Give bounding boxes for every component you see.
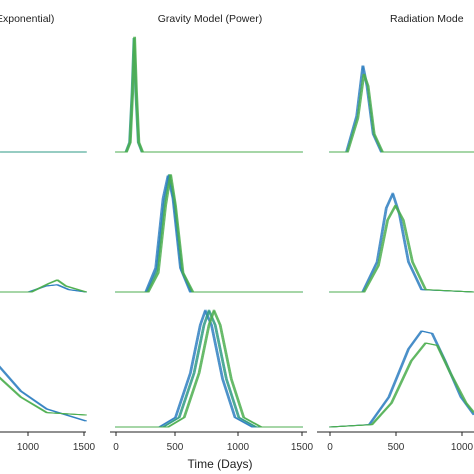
series-line-panel-5-0-2: [330, 192, 474, 293]
series-line-panel-6-1-0: [0, 378, 86, 416]
series-line-panel-5-0-1: [330, 192, 474, 293]
x-axis-title: Time (Days): [188, 457, 253, 471]
panel-row2-col2: [115, 174, 303, 293]
series-line-panel-6-0-0: [0, 367, 86, 422]
series-line-panel-4-0-1: [116, 174, 302, 293]
series-line-panel-6-1-1: [0, 377, 87, 416]
series-line-panel-8-1-0: [329, 342, 474, 428]
series-line-panel-1-0-1: [116, 37, 302, 153]
panel-row3-col1: [0, 365, 88, 422]
series-line-panel-3-1-2: [0, 279, 88, 293]
series-line-panel-4-2-0: [115, 174, 302, 293]
series-line-panel-7-2-2: [116, 309, 303, 428]
x-tick-label-right-500: 500: [388, 442, 405, 453]
series-line-panel-4-1-2: [116, 175, 303, 293]
x-tick-label-right-0: 0: [327, 442, 333, 453]
panel-row1-col2: [115, 36, 303, 153]
series-line-panel-5-1-0: [329, 204, 474, 293]
series-line-panel-5-1-1: [330, 204, 474, 293]
x-tick-label-right-1000: 1000: [451, 442, 474, 453]
series-line-panel-1-1-2: [116, 36, 303, 153]
panel-row2-col3: [329, 192, 474, 293]
series-line-panel-5-0-0: [329, 192, 474, 293]
series-line-panel-4-1-1: [116, 175, 302, 293]
series-line-panel-8-0-0: [329, 330, 474, 428]
series-line-panel-1-0-2: [116, 37, 303, 153]
series-line-panel-7-1-2: [116, 309, 303, 428]
series-line-panel-6-0-1: [0, 366, 87, 422]
panel-title-radiation: Radiation Mode: [390, 13, 464, 25]
series-line-panel-1-1-0: [115, 36, 302, 153]
panel-row2-col1: [0, 279, 88, 293]
x-tick-label-middle-1500: 1500: [291, 442, 314, 453]
x-tick-label-middle-1000: 1000: [227, 442, 250, 453]
series-line-panel-7-0-2: [116, 309, 303, 428]
series-line-panel-2-1-0: [329, 73, 474, 153]
panel-title-gravity-power: Gravity Model (Power): [158, 13, 262, 25]
series-line-panel-1-0-0: [115, 37, 302, 153]
series-line-panel-4-2-2: [116, 174, 303, 293]
panel-title-exponential: Exponential): [0, 13, 54, 25]
x-tick-label-middle-0: 0: [113, 442, 119, 453]
series-line-panel-4-1-0: [115, 175, 302, 293]
series-line-panel-4-2-1: [116, 174, 302, 293]
x-tick-label-left-1500: 1500: [73, 442, 96, 453]
series-line-panel-5-1-2: [330, 204, 474, 293]
panel-row3-col2: [115, 309, 303, 428]
series-line-panel-8-1-1: [329, 342, 474, 428]
series-line-panel-1-1-1: [116, 36, 302, 153]
series-line-panel-4-0-2: [116, 174, 303, 293]
series-line-panel-8-1-2: [330, 342, 474, 428]
series-line-panel-2-1-2: [330, 73, 474, 153]
panel-row3-col3: [329, 330, 474, 428]
x-tick-label-left-1000: 1000: [17, 442, 40, 453]
series-line-panel-4-0-0: [115, 174, 302, 293]
series-line-panel-2-1-1: [330, 73, 474, 153]
series-line-panel-6-0-2: [0, 365, 88, 422]
panel-row1-col3: [329, 65, 474, 153]
x-tick-label-middle-500: 500: [167, 442, 184, 453]
series-line-panel-6-1-2: [0, 376, 87, 416]
